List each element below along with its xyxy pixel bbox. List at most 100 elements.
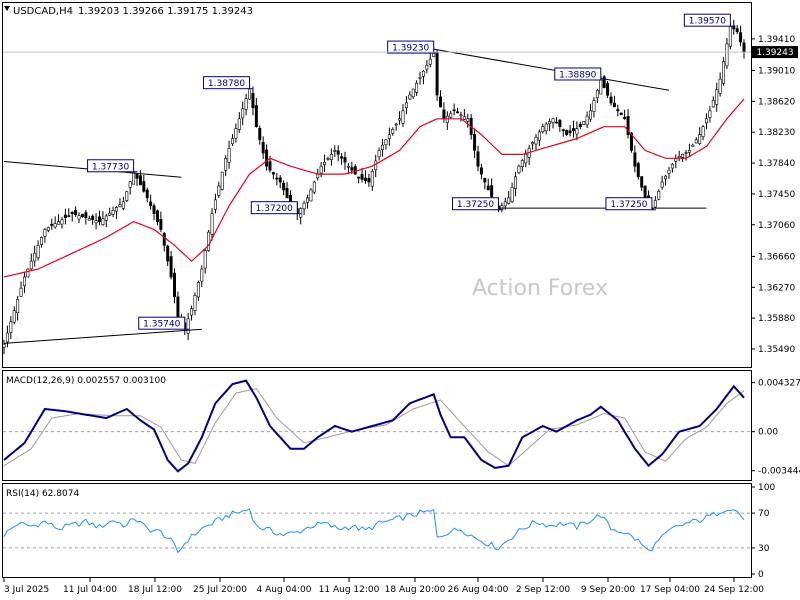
candle-body bbox=[653, 200, 657, 208]
candle-body bbox=[2, 343, 6, 348]
candle-body bbox=[285, 187, 289, 199]
candle-body bbox=[135, 173, 139, 179]
candle-body bbox=[537, 131, 541, 141]
candle-body bbox=[541, 126, 545, 133]
candle-body bbox=[227, 148, 231, 163]
candle-body bbox=[381, 144, 385, 150]
candle-body bbox=[326, 158, 330, 160]
candle-body bbox=[626, 116, 630, 135]
candle-body bbox=[268, 161, 272, 171]
rsi-tick-label: 100 bbox=[758, 483, 775, 493]
price-label-box bbox=[138, 316, 186, 330]
candle-body bbox=[67, 215, 71, 217]
price-panel-frame bbox=[2, 2, 752, 368]
candle-body bbox=[698, 134, 702, 144]
macd-signal-line bbox=[3, 388, 745, 467]
candle-body bbox=[302, 202, 306, 210]
candle-body bbox=[531, 142, 535, 145]
price-tick-label: 1.37060 bbox=[758, 221, 795, 231]
candle-body bbox=[524, 154, 528, 164]
rsi-layer bbox=[3, 508, 751, 554]
candle-body bbox=[585, 115, 589, 126]
candle-body bbox=[77, 215, 81, 220]
price-tick-label: 1.35490 bbox=[758, 345, 795, 355]
candle-body bbox=[565, 129, 569, 135]
candle-body bbox=[207, 231, 211, 251]
candle-body bbox=[340, 156, 344, 159]
candle-body bbox=[398, 118, 402, 121]
price-label-text: 1.35740 bbox=[143, 320, 180, 330]
rsi-tick-label: 70 bbox=[758, 509, 770, 519]
candle-body bbox=[442, 109, 446, 120]
candle-body bbox=[711, 99, 715, 108]
candle-body bbox=[670, 163, 674, 169]
rsi-line bbox=[3, 508, 745, 554]
rsi-title: RSI(14) 62.8074 bbox=[6, 489, 79, 499]
candle-body bbox=[258, 127, 262, 141]
price-label-box bbox=[203, 76, 251, 90]
candle-body bbox=[94, 220, 98, 224]
candle-body bbox=[681, 154, 685, 158]
candle-body bbox=[558, 119, 562, 127]
price-tick-label: 1.38620 bbox=[758, 97, 795, 107]
symbol-label: USDCAD,H4 bbox=[13, 6, 73, 17]
macd-layer bbox=[3, 379, 751, 473]
candle-body bbox=[40, 237, 43, 245]
price-label-text: 1.39570 bbox=[689, 17, 726, 27]
time-tick-label: 26 Aug 04:00 bbox=[448, 585, 509, 595]
candle-body bbox=[677, 156, 681, 158]
candle-body bbox=[234, 128, 238, 139]
candle-body bbox=[70, 211, 74, 214]
candle-body bbox=[694, 139, 698, 144]
price-tick-label: 1.35880 bbox=[758, 314, 795, 324]
candle-body bbox=[432, 52, 436, 58]
candle-body bbox=[210, 213, 214, 235]
candle-body bbox=[657, 190, 661, 200]
candle-body bbox=[500, 205, 504, 210]
candle-body bbox=[483, 177, 487, 183]
candle-body bbox=[190, 308, 194, 316]
candle-body bbox=[595, 89, 599, 98]
candle-body bbox=[534, 136, 538, 145]
candle-body bbox=[115, 207, 119, 212]
candle-body bbox=[514, 176, 518, 189]
macd-panel-frame bbox=[2, 370, 752, 481]
candle-body bbox=[435, 51, 439, 96]
candle-body bbox=[101, 218, 105, 225]
candle-body bbox=[486, 185, 490, 191]
candle-body bbox=[578, 123, 582, 127]
candle-body bbox=[261, 142, 265, 154]
candle-body bbox=[53, 223, 57, 228]
candle-body bbox=[200, 268, 204, 282]
candle-body bbox=[691, 144, 695, 147]
candle-body bbox=[377, 150, 381, 158]
candle-body bbox=[551, 118, 555, 123]
price-tick-label: 1.37450 bbox=[758, 190, 795, 200]
candle-body bbox=[12, 310, 16, 323]
candle-body bbox=[664, 175, 668, 180]
candle-body bbox=[510, 187, 514, 203]
candle-body bbox=[316, 173, 320, 179]
candle-body bbox=[22, 276, 26, 287]
price-label-text: 1.37730 bbox=[92, 162, 129, 172]
candle-body bbox=[142, 181, 146, 192]
candle-body bbox=[152, 205, 156, 214]
candle-body bbox=[667, 169, 671, 174]
candle-body bbox=[503, 201, 507, 207]
price-label-box bbox=[605, 197, 653, 211]
candle-body bbox=[159, 219, 163, 230]
current-price-marker: 1.39243 bbox=[3, 46, 798, 59]
price-label-text: 1.38780 bbox=[208, 79, 245, 89]
watermark: Action Forex bbox=[472, 276, 608, 301]
time-tick-label: 18 Jul 12:00 bbox=[128, 585, 182, 595]
candle-body bbox=[224, 158, 228, 171]
candle-body bbox=[169, 256, 173, 278]
price-label-text: 1.38890 bbox=[559, 70, 596, 80]
time-tick-label: 9 Sep 20:00 bbox=[581, 585, 636, 595]
candle-body bbox=[660, 181, 664, 188]
candle-body bbox=[265, 149, 269, 167]
price-header: USDCAD,H4 1.39203 1.39266 1.39175 1.3924… bbox=[4, 6, 253, 17]
candle-body bbox=[363, 177, 367, 182]
candle-body bbox=[459, 114, 463, 117]
candle-body bbox=[568, 130, 572, 133]
